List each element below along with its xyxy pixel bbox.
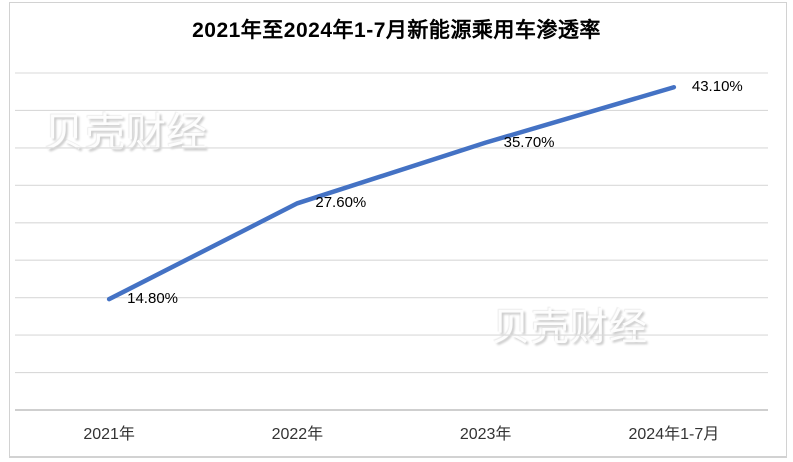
x-axis-label: 2023年 bbox=[459, 426, 512, 443]
series-line bbox=[106, 84, 677, 302]
plot-area: 14.80% 27.60% 35.70% 43.10% bbox=[15, 72, 768, 411]
x-axis-label: 2022年 bbox=[271, 426, 324, 443]
data-point-label: 14.80% bbox=[127, 290, 178, 308]
data-point-label: 43.10% bbox=[691, 78, 743, 96]
x-axis-label: 2021年 bbox=[83, 426, 135, 443]
x-axis-label: 2024年1-7月 bbox=[628, 426, 720, 443]
data-point-label: 27.60% bbox=[315, 194, 367, 212]
chart-svg bbox=[15, 72, 768, 411]
chart-title: 2021年至2024年1-7月新能源乘用车渗透率 bbox=[192, 19, 601, 42]
data-point-label: 35.70% bbox=[503, 133, 555, 151]
